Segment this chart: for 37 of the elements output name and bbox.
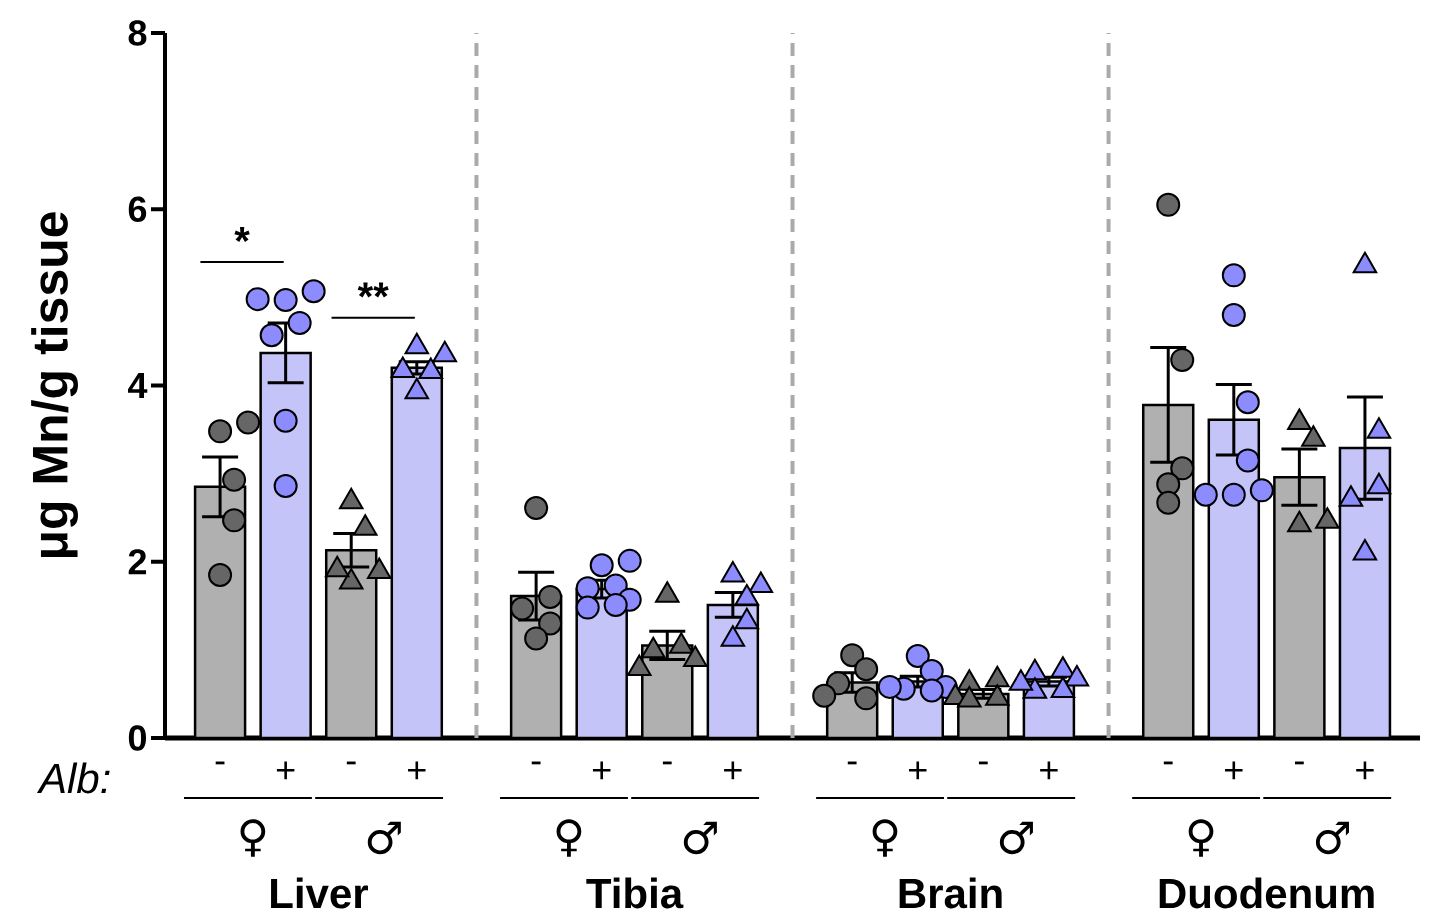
text: ♂ — [1315, 821, 1349, 855]
text: Brain — [899, 877, 1002, 909]
x-tick-label: - — [531, 761, 541, 765]
text: Liver — [271, 877, 368, 909]
text: ♂ — [367, 821, 401, 855]
x-tick-label: - — [1163, 761, 1173, 765]
y-tick-label: 2 — [128, 549, 147, 575]
x-tick-label: - — [978, 761, 988, 765]
x-tick-label: + — [724, 761, 742, 780]
x-tick-label: + — [592, 761, 611, 780]
x-tick-label: + — [276, 761, 295, 780]
text: ♂ — [683, 821, 717, 855]
annotation: * — [234, 227, 250, 242]
text: ♀ — [1188, 819, 1214, 857]
x-tick-label: - — [346, 761, 356, 765]
y-tick-label: 8 — [128, 20, 147, 46]
x-tick-label: - — [1294, 761, 1304, 765]
x-tick-label: + — [1040, 761, 1058, 780]
y-axis-title: μg Mn/g tissue — [31, 212, 78, 558]
annotation: ** — [357, 282, 389, 298]
y-tick-label: 6 — [128, 196, 147, 222]
text: ♀ — [240, 819, 266, 857]
x-tick-label: + — [1356, 761, 1374, 780]
x-tick-label: + — [909, 761, 927, 780]
text: ♀ — [556, 819, 582, 857]
x-tick-label: - — [847, 761, 857, 765]
y-tick-label: 4 — [128, 373, 148, 398]
y-tick-label: 0 — [128, 725, 146, 751]
x-tick-label: + — [1225, 761, 1243, 780]
x-tick-label: - — [215, 761, 225, 765]
x-tick-label: + — [408, 761, 426, 780]
text: Alb: — [36, 762, 110, 794]
x-tick-label: - — [662, 761, 672, 765]
text: Tibia — [586, 877, 684, 909]
text: ♂ — [999, 821, 1033, 855]
text: ♀ — [872, 819, 898, 857]
text: Duodenum — [1159, 877, 1374, 909]
